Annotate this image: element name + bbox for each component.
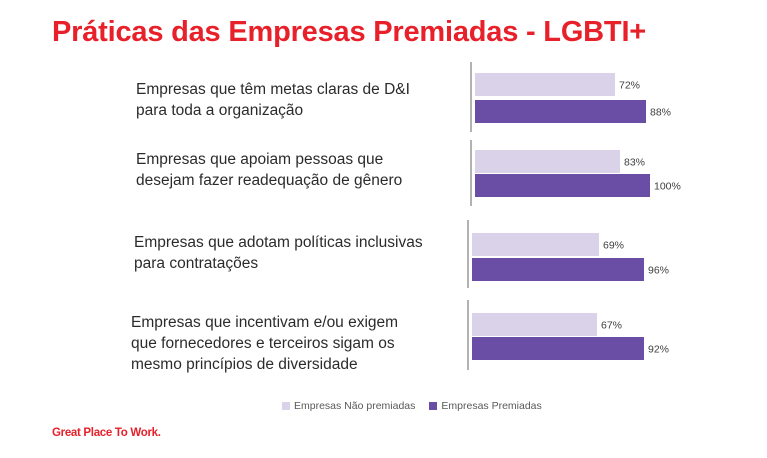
- legend-label-awarded: Empresas Premiadas: [441, 400, 542, 412]
- bar-awarded: [475, 174, 650, 197]
- data-label: 69%: [603, 240, 624, 252]
- legend-swatch-non-awarded: [282, 402, 290, 410]
- category-label-line: Empresas que adotam políticas inclusivas: [134, 234, 423, 251]
- data-label: 88%: [650, 107, 671, 119]
- legend-item-awarded: Empresas Premiadas: [429, 400, 542, 412]
- category-label-line: desejam fazer readequação de gênero: [136, 172, 403, 189]
- data-label: 92%: [648, 344, 669, 356]
- category-label-line: mesmo princípios de diversidade: [131, 356, 358, 373]
- bar-non-awarded: [475, 150, 620, 173]
- category-label: Empresas que adotam políticas inclusivas…: [134, 232, 464, 274]
- category-label-line: que fornecedores e terceiros sigam os: [131, 335, 395, 352]
- category-label-line: Empresas que têm metas claras de D&I: [136, 81, 410, 98]
- legend-item-non-awarded: Empresas Não premiadas: [282, 400, 415, 412]
- category-label-line: para contratações: [134, 255, 259, 272]
- category-label: Empresas que incentivam e/ou exigem que f…: [131, 312, 461, 375]
- category-label-line: para toda a organização: [136, 102, 304, 119]
- category-label-line: Empresas que apoiam pessoas que: [136, 151, 384, 168]
- category-label: Empresas que apoiam pessoas que desejam f…: [136, 149, 466, 191]
- data-label: 67%: [601, 320, 622, 332]
- bar-awarded: [475, 100, 646, 123]
- legend-swatch-awarded: [429, 402, 438, 410]
- data-label: 100%: [654, 181, 681, 193]
- chart-title: Práticas das Empresas Premiadas - LGBTI+: [52, 16, 647, 48]
- bar-non-awarded: [472, 233, 599, 256]
- data-label: 96%: [648, 265, 669, 277]
- bar-non-awarded: [472, 313, 597, 336]
- data-label: 72%: [619, 80, 640, 92]
- bar-non-awarded: [475, 73, 615, 96]
- legend: Empresas Não premiadas Empresas Premiada…: [282, 400, 542, 412]
- legend-label-non-awarded: Empresas Não premiadas: [294, 400, 416, 412]
- brand-logo: Great Place To Work.: [52, 427, 161, 439]
- bar-awarded: [472, 258, 644, 281]
- data-label: 83%: [624, 157, 645, 169]
- bar-awarded: [472, 337, 644, 360]
- category-label: Empresas que têm metas claras de D&I para…: [136, 79, 466, 121]
- category-label-line: Empresas que incentivam e/ou exigem: [131, 314, 399, 331]
